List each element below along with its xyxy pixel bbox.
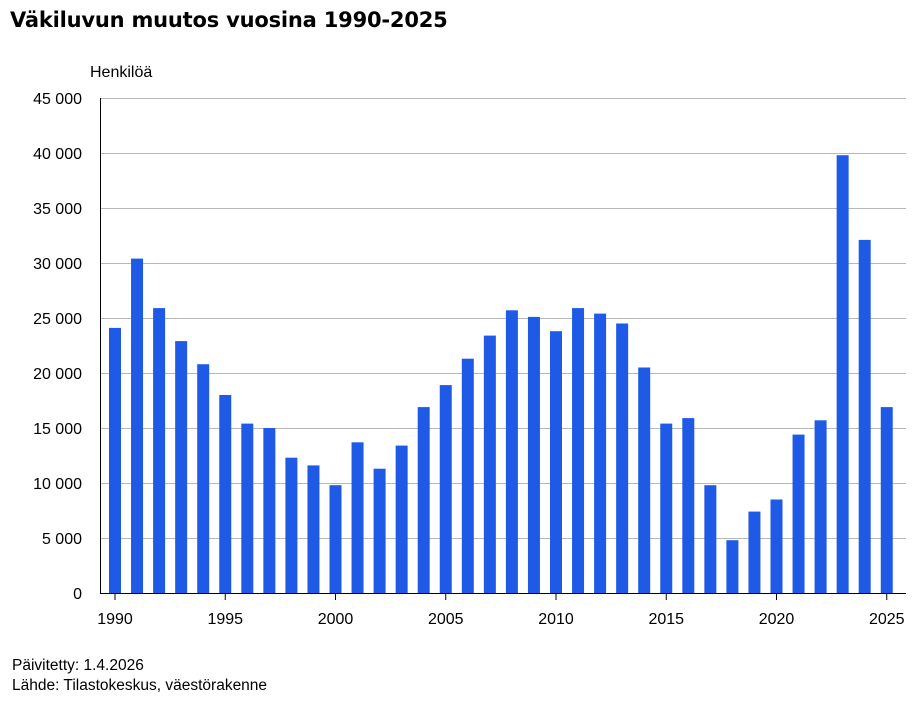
bar bbox=[153, 308, 166, 593]
bar bbox=[770, 499, 783, 593]
y-tick-label: 45 000 bbox=[33, 91, 82, 108]
y-tick-label: 15 000 bbox=[33, 421, 82, 438]
bar bbox=[880, 407, 893, 593]
bar bbox=[197, 364, 210, 593]
y-tick-label: 35 000 bbox=[33, 201, 82, 218]
x-tick-label: 2010 bbox=[538, 611, 574, 628]
bar bbox=[131, 258, 144, 593]
bar bbox=[638, 367, 651, 593]
bar bbox=[792, 434, 805, 593]
bar bbox=[285, 457, 298, 593]
updated-date: Päivitetty: 1.4.2026 bbox=[12, 657, 144, 674]
bar bbox=[748, 511, 761, 593]
bar bbox=[461, 358, 474, 593]
y-tick-label: 20 000 bbox=[33, 366, 82, 383]
bar bbox=[594, 313, 607, 593]
bar bbox=[219, 395, 232, 593]
bar bbox=[241, 423, 254, 593]
y-tick-label: 40 000 bbox=[33, 146, 82, 163]
x-tick-label: 1995 bbox=[207, 611, 243, 628]
x-tick-label: 2015 bbox=[648, 611, 684, 628]
y-axis-ticks: 0 5 000 10 000 15 000 20 000 25 000 30 000 35 0… bbox=[33, 91, 82, 603]
bar-chart: 0 5 000 10 000 15 000 20 000 25 000 30 000 35 0… bbox=[33, 91, 906, 628]
x-tick-label: 2020 bbox=[759, 611, 795, 628]
y-axis-label: Henkilöä bbox=[90, 64, 153, 81]
bar bbox=[660, 423, 673, 593]
bar bbox=[109, 327, 121, 593]
bar bbox=[439, 385, 452, 593]
bar bbox=[704, 485, 717, 593]
y-tick-label: 10 000 bbox=[33, 476, 82, 493]
bars bbox=[109, 155, 893, 593]
source-note: Lähde: Tilastokeskus, väestörakenne bbox=[12, 677, 268, 694]
bar bbox=[814, 420, 827, 593]
x-axis-ticks: 1990 1995 2000 2005 2010 2015 2020 2025 bbox=[97, 593, 905, 628]
chart-title: Väkiluvun muutos vuosina 1990-2025 bbox=[10, 8, 448, 32]
bar bbox=[351, 442, 364, 593]
y-tick-label: 0 bbox=[73, 586, 82, 603]
bar bbox=[527, 316, 540, 593]
y-tick-label: 25 000 bbox=[33, 311, 82, 328]
bar bbox=[417, 407, 430, 593]
bar bbox=[329, 485, 342, 593]
x-tick-label: 1990 bbox=[97, 611, 133, 628]
bar bbox=[483, 335, 496, 593]
axes bbox=[100, 98, 906, 594]
bar bbox=[836, 155, 849, 593]
bar bbox=[858, 239, 871, 593]
x-tick-label: 2025 bbox=[869, 611, 905, 628]
x-tick-label: 2000 bbox=[318, 611, 354, 628]
bar bbox=[550, 331, 562, 593]
bar bbox=[263, 428, 276, 593]
bar bbox=[616, 323, 629, 593]
bar bbox=[175, 341, 188, 593]
bar bbox=[505, 310, 518, 593]
x-tick-label: 2005 bbox=[428, 611, 464, 628]
bar bbox=[395, 445, 408, 593]
bar bbox=[682, 418, 695, 593]
bar bbox=[307, 465, 320, 593]
bar bbox=[572, 308, 585, 593]
bar bbox=[373, 468, 386, 593]
y-tick-label: 5 000 bbox=[42, 531, 82, 548]
y-tick-label: 30 000 bbox=[33, 256, 82, 273]
footer: Päivitetty: 1.4.2026 Lähde: Tilastokesku… bbox=[12, 656, 267, 696]
bar bbox=[726, 540, 739, 593]
